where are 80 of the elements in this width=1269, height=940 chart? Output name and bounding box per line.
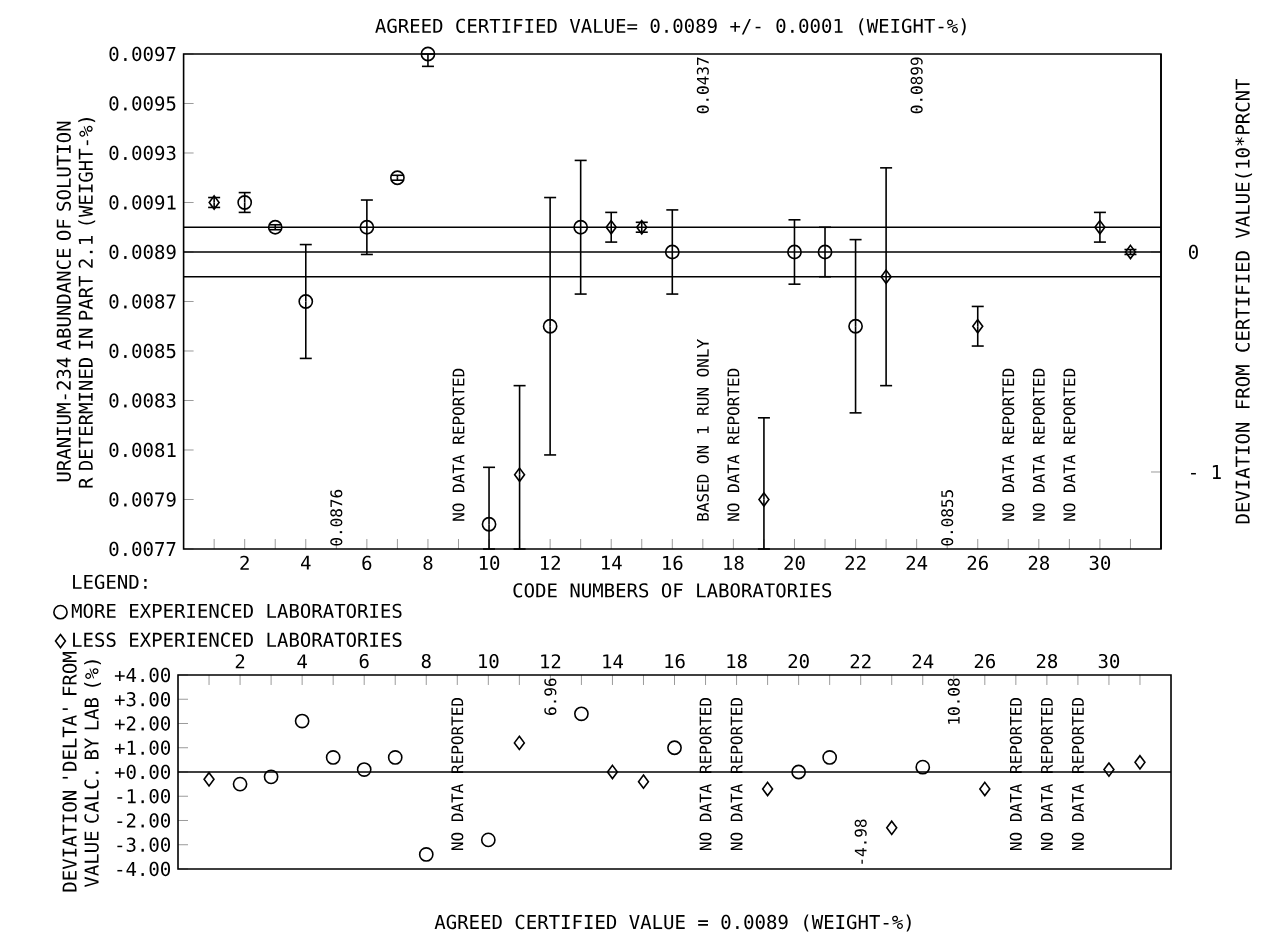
y-tick-label: +1.00 bbox=[114, 740, 171, 755]
x-axis-title: CODE NUMBERS OF LABORATORIES bbox=[513, 583, 832, 598]
annotation: NO DATA REPORTED bbox=[1071, 697, 1084, 850]
x-tick-label: 20 bbox=[788, 653, 809, 669]
x-tick-label: 4 bbox=[297, 654, 307, 669]
x-tick-label: 6 bbox=[362, 555, 372, 571]
x-tick-label: 12 bbox=[541, 654, 561, 669]
annotation: 10.08 bbox=[947, 678, 960, 724]
x-tick-label: 28 bbox=[1036, 653, 1058, 669]
x-tick-label: 10 bbox=[479, 555, 500, 571]
y-tick-label: 0.0081 bbox=[109, 442, 176, 458]
annotation: -4.98 bbox=[854, 819, 867, 864]
y-tick-label: 0.0089 bbox=[109, 244, 176, 260]
legend-title: LEGEND: bbox=[73, 574, 147, 590]
x-tick-label: 18 bbox=[724, 555, 744, 571]
x-tick-label: 30 bbox=[1089, 555, 1111, 571]
annotation: BASED ON 1 RUN ONLY bbox=[696, 339, 709, 521]
annotation: NO DATA REPORTED bbox=[451, 697, 464, 850]
y-tick-label: +3.00 bbox=[114, 692, 171, 707]
annotation: NO DATA REPORTED bbox=[452, 368, 465, 521]
x-tick-label: 20 bbox=[784, 555, 805, 571]
x-tick-label: 14 bbox=[603, 654, 623, 669]
annotation: NO DATA REPORTED bbox=[699, 697, 712, 850]
x-tick-label: 26 bbox=[974, 653, 996, 669]
y-tick-label: -3.00 bbox=[117, 837, 171, 852]
annotation: NO DATA REPORTED bbox=[1032, 368, 1045, 521]
annotation: NO DATA REPORTED bbox=[1040, 697, 1053, 850]
y-tick-label: 0.0097 bbox=[109, 46, 176, 62]
x-tick-label: 18 bbox=[727, 653, 747, 669]
legend-label: LESS EXPERIENCED LABORATORIES bbox=[73, 632, 402, 647]
annotation: NO DATA REPORTED bbox=[1009, 697, 1022, 850]
x-tick-label: 10 bbox=[479, 653, 499, 669]
x-tick-label: 14 bbox=[602, 555, 622, 570]
x-tick-label: 8 bbox=[423, 555, 433, 571]
y-tick-label: -4.00 bbox=[117, 861, 171, 877]
annotation: 0.0899 bbox=[910, 57, 923, 114]
x-tick-label: 12 bbox=[540, 555, 560, 570]
y-tick-label: +4.00 bbox=[114, 667, 171, 683]
y-tick-label: 0.0085 bbox=[109, 343, 176, 359]
y-tick-label: 0.0079 bbox=[109, 492, 176, 507]
x-tick-label: 4 bbox=[301, 555, 311, 570]
chart-title: AGREED CERTIFIED VALUE= 0.0089 +/- 0.0001 (WEIGHT-%) bbox=[375, 18, 966, 36]
annotation: NO DATA REPORTED bbox=[1063, 368, 1076, 521]
y2-tick-label: - 1 bbox=[1191, 465, 1221, 479]
y-tick-label: 0.0095 bbox=[109, 96, 176, 111]
y-tick-label: 0.0083 bbox=[109, 393, 176, 408]
x-tick-label: 2 bbox=[235, 654, 245, 669]
x-tick-label: 6 bbox=[359, 653, 369, 669]
y-tick-label: 0.0077 bbox=[109, 541, 176, 557]
x-tick-label: 30 bbox=[1098, 653, 1120, 669]
annotation: NO DATA REPORTED bbox=[1002, 368, 1015, 521]
x-tick-label: 28 bbox=[1028, 555, 1050, 571]
x-tick-label: 8 bbox=[421, 653, 431, 669]
x-tick-label: 22 bbox=[850, 654, 871, 669]
x-tick-label: 2 bbox=[240, 555, 249, 570]
y-tick-label: 0.0091 bbox=[109, 195, 176, 210]
annotation: 0.0876 bbox=[330, 489, 343, 546]
x-tick-label: 24 bbox=[912, 654, 934, 669]
x-tick-label: 26 bbox=[967, 555, 988, 571]
y-tick-label: 0.0093 bbox=[109, 145, 176, 161]
y-axis-title: DEVIATION 'DELTA' FROM VALUE CALC. BY LAB (%) bbox=[62, 652, 102, 892]
annotation: NO DATA REPORTED bbox=[730, 697, 743, 850]
y-tick-label: 0.0087 bbox=[109, 294, 176, 309]
y-tick-label: -1.00 bbox=[117, 789, 171, 804]
annotation: 6.96 bbox=[544, 678, 557, 715]
y-tick-label: +0.00 bbox=[114, 764, 171, 780]
y2-axis-title: DEVIATION FROM CERTIFIED VALUE(10*PRCNT bbox=[1235, 78, 1253, 524]
annotation: 0.0855 bbox=[941, 490, 954, 546]
x-tick-label: 24 bbox=[906, 555, 928, 570]
y-tick-label: +2.00 bbox=[114, 716, 171, 731]
x-tick-label: 22 bbox=[845, 555, 866, 570]
text: AGREED CERTIFIED VALUE = 0.0089 (WEIGHT-%) bbox=[434, 914, 911, 932]
y2-tick-label: 0 bbox=[1188, 244, 1198, 260]
y-tick-label: -2.00 bbox=[117, 813, 171, 828]
annotation: NO DATA REPORTED bbox=[727, 368, 740, 521]
x-tick-label: 16 bbox=[663, 555, 683, 571]
x-tick-label: 16 bbox=[665, 653, 685, 669]
annotation: 0.0437 bbox=[696, 57, 709, 114]
y-axis-title: URANIUM-234 ABUNDANCE OF SOLUTION R DETERMINED IN PART 2.1 (WEIGHT-%) bbox=[56, 118, 96, 488]
legend-label: MORE EXPERIENCED LABORATORIES bbox=[71, 603, 402, 619]
